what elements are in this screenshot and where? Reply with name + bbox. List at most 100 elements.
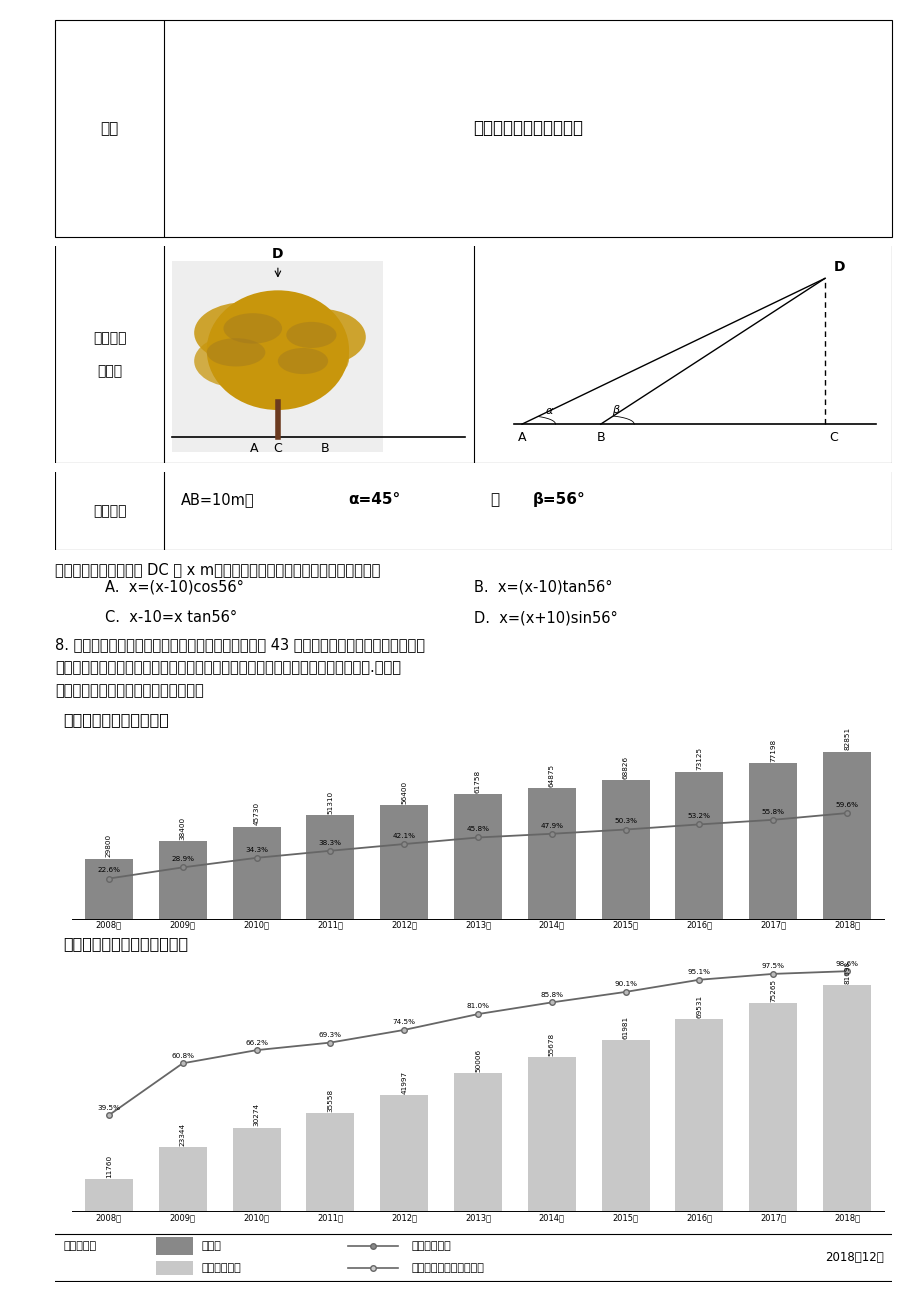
Text: 55678: 55678 xyxy=(549,1032,554,1056)
Text: 2016年: 2016年 xyxy=(686,1213,711,1223)
Text: 互联网普及率: 互联网普及率 xyxy=(411,1241,450,1251)
Text: 59.6%: 59.6% xyxy=(834,802,857,807)
Text: 2014年: 2014年 xyxy=(539,1213,564,1223)
Ellipse shape xyxy=(207,290,348,410)
Text: 75265: 75265 xyxy=(769,979,776,1003)
Text: D.  x=(x+10)sin56°: D. x=(x+10)sin56° xyxy=(473,611,617,625)
Text: 告》的容，上图为网民规模和互联网普及率，下图为手机网民规模及其占网民比例.根据统: 告》的容，上图为网民规模和互联网普及率，下图为手机网民规模及其占网民比例.根据统 xyxy=(55,660,401,676)
Text: 81698: 81698 xyxy=(844,961,849,984)
Text: 2018年: 2018年 xyxy=(834,921,859,930)
Ellipse shape xyxy=(274,335,348,383)
Bar xyxy=(306,815,354,918)
Text: 97.5%: 97.5% xyxy=(761,963,784,969)
Text: B.  x=(x-10)tan56°: B. x=(x-10)tan56° xyxy=(473,579,612,595)
Bar xyxy=(380,805,427,918)
Bar xyxy=(155,1237,193,1255)
Text: 30274: 30274 xyxy=(254,1103,259,1126)
Text: 35558: 35558 xyxy=(327,1088,333,1112)
Ellipse shape xyxy=(227,357,294,396)
Ellipse shape xyxy=(223,314,282,344)
Text: 64875: 64875 xyxy=(549,763,554,786)
Text: 测量树顶端到地面的高度: 测量树顶端到地面的高度 xyxy=(472,120,583,137)
Text: 77198: 77198 xyxy=(769,738,776,762)
Bar xyxy=(453,1073,502,1211)
Text: 50006: 50006 xyxy=(474,1048,481,1072)
Bar xyxy=(528,1057,575,1211)
Text: 60.8%: 60.8% xyxy=(171,1053,194,1059)
Text: AB=10m，: AB=10m， xyxy=(180,492,255,506)
Text: 手机网民规模: 手机网民规模 xyxy=(201,1263,241,1273)
Text: 2017年: 2017年 xyxy=(759,1213,786,1223)
Ellipse shape xyxy=(194,302,294,363)
Text: 2011年: 2011年 xyxy=(317,1213,343,1223)
Text: 2009年: 2009年 xyxy=(169,921,196,930)
Bar xyxy=(172,260,383,452)
Text: 2012年: 2012年 xyxy=(391,1213,416,1223)
Text: 2018年12月: 2018年12月 xyxy=(824,1251,883,1263)
Text: 单位：万人: 单位：万人 xyxy=(63,1241,96,1251)
Bar xyxy=(233,827,280,918)
Text: 2011年: 2011年 xyxy=(317,921,343,930)
Text: C: C xyxy=(273,441,282,454)
Text: 2009年: 2009年 xyxy=(169,1213,196,1223)
Text: 68826: 68826 xyxy=(622,755,628,779)
Text: 66.2%: 66.2% xyxy=(244,1039,267,1046)
Text: 98.6%: 98.6% xyxy=(834,961,857,966)
Text: 2008年: 2008年 xyxy=(96,921,122,930)
Text: α=45°: α=45° xyxy=(347,492,400,506)
Bar xyxy=(823,986,870,1211)
Text: ，: ， xyxy=(490,492,499,506)
Text: A: A xyxy=(517,431,526,444)
Text: 网民数: 网民数 xyxy=(201,1241,221,1251)
Ellipse shape xyxy=(194,335,278,387)
Ellipse shape xyxy=(240,301,315,348)
Text: 38400: 38400 xyxy=(179,816,186,840)
Text: 2013年: 2013年 xyxy=(464,1213,491,1223)
Text: 39.5%: 39.5% xyxy=(97,1104,120,1111)
Text: 81.0%: 81.0% xyxy=(466,1004,489,1009)
Text: 61981: 61981 xyxy=(622,1016,628,1039)
Bar xyxy=(158,841,207,918)
Bar xyxy=(748,763,797,918)
Text: 设树顶端到地面的高度 DC 为 x m，根据以上条件，可以列出求树高的方程为: 设树顶端到地面的高度 DC 为 x m，根据以上条件，可以列出求树高的方程为 xyxy=(55,562,380,578)
Text: 45730: 45730 xyxy=(254,802,259,825)
Text: A: A xyxy=(250,441,258,454)
Ellipse shape xyxy=(286,322,336,348)
Text: α: α xyxy=(545,406,552,417)
Text: 61758: 61758 xyxy=(474,769,481,793)
Text: 28.9%: 28.9% xyxy=(171,857,194,862)
Text: 55.8%: 55.8% xyxy=(761,809,784,815)
Text: 2013年: 2013年 xyxy=(464,921,491,930)
Text: 2010年: 2010年 xyxy=(244,921,269,930)
Bar xyxy=(675,772,722,918)
Text: 38.3%: 38.3% xyxy=(319,840,342,845)
Bar xyxy=(748,1003,797,1211)
Text: 50.3%: 50.3% xyxy=(614,819,637,824)
Bar xyxy=(158,1147,207,1211)
Bar xyxy=(601,1040,649,1211)
Text: 82851: 82851 xyxy=(844,728,849,750)
Text: 53.2%: 53.2% xyxy=(687,814,710,819)
Text: β=56°: β=56° xyxy=(532,492,584,506)
Text: 51310: 51310 xyxy=(327,790,333,814)
Bar xyxy=(453,794,502,918)
Text: 2010年: 2010年 xyxy=(244,1213,269,1223)
Text: 34.3%: 34.3% xyxy=(244,846,267,853)
Text: 69531: 69531 xyxy=(696,995,702,1018)
Text: 2015年: 2015年 xyxy=(612,1213,638,1223)
Text: 2017年: 2017年 xyxy=(759,921,786,930)
Text: 29800: 29800 xyxy=(106,835,112,857)
Text: D: D xyxy=(272,247,283,260)
Text: 题目: 题目 xyxy=(100,121,119,135)
Text: C.  x-10=x tan56°: C. x-10=x tan56° xyxy=(106,611,237,625)
Text: 测量目标

示意图: 测量目标 示意图 xyxy=(93,331,126,378)
Text: 73125: 73125 xyxy=(696,747,702,769)
Bar xyxy=(823,753,870,918)
Text: B: B xyxy=(320,441,329,454)
Text: 69.3%: 69.3% xyxy=(319,1032,342,1038)
Text: 22.6%: 22.6% xyxy=(97,867,120,874)
Ellipse shape xyxy=(274,309,366,366)
Text: 95.1%: 95.1% xyxy=(687,969,710,975)
Text: 2008年: 2008年 xyxy=(96,1213,122,1223)
Text: 90.1%: 90.1% xyxy=(614,982,637,987)
